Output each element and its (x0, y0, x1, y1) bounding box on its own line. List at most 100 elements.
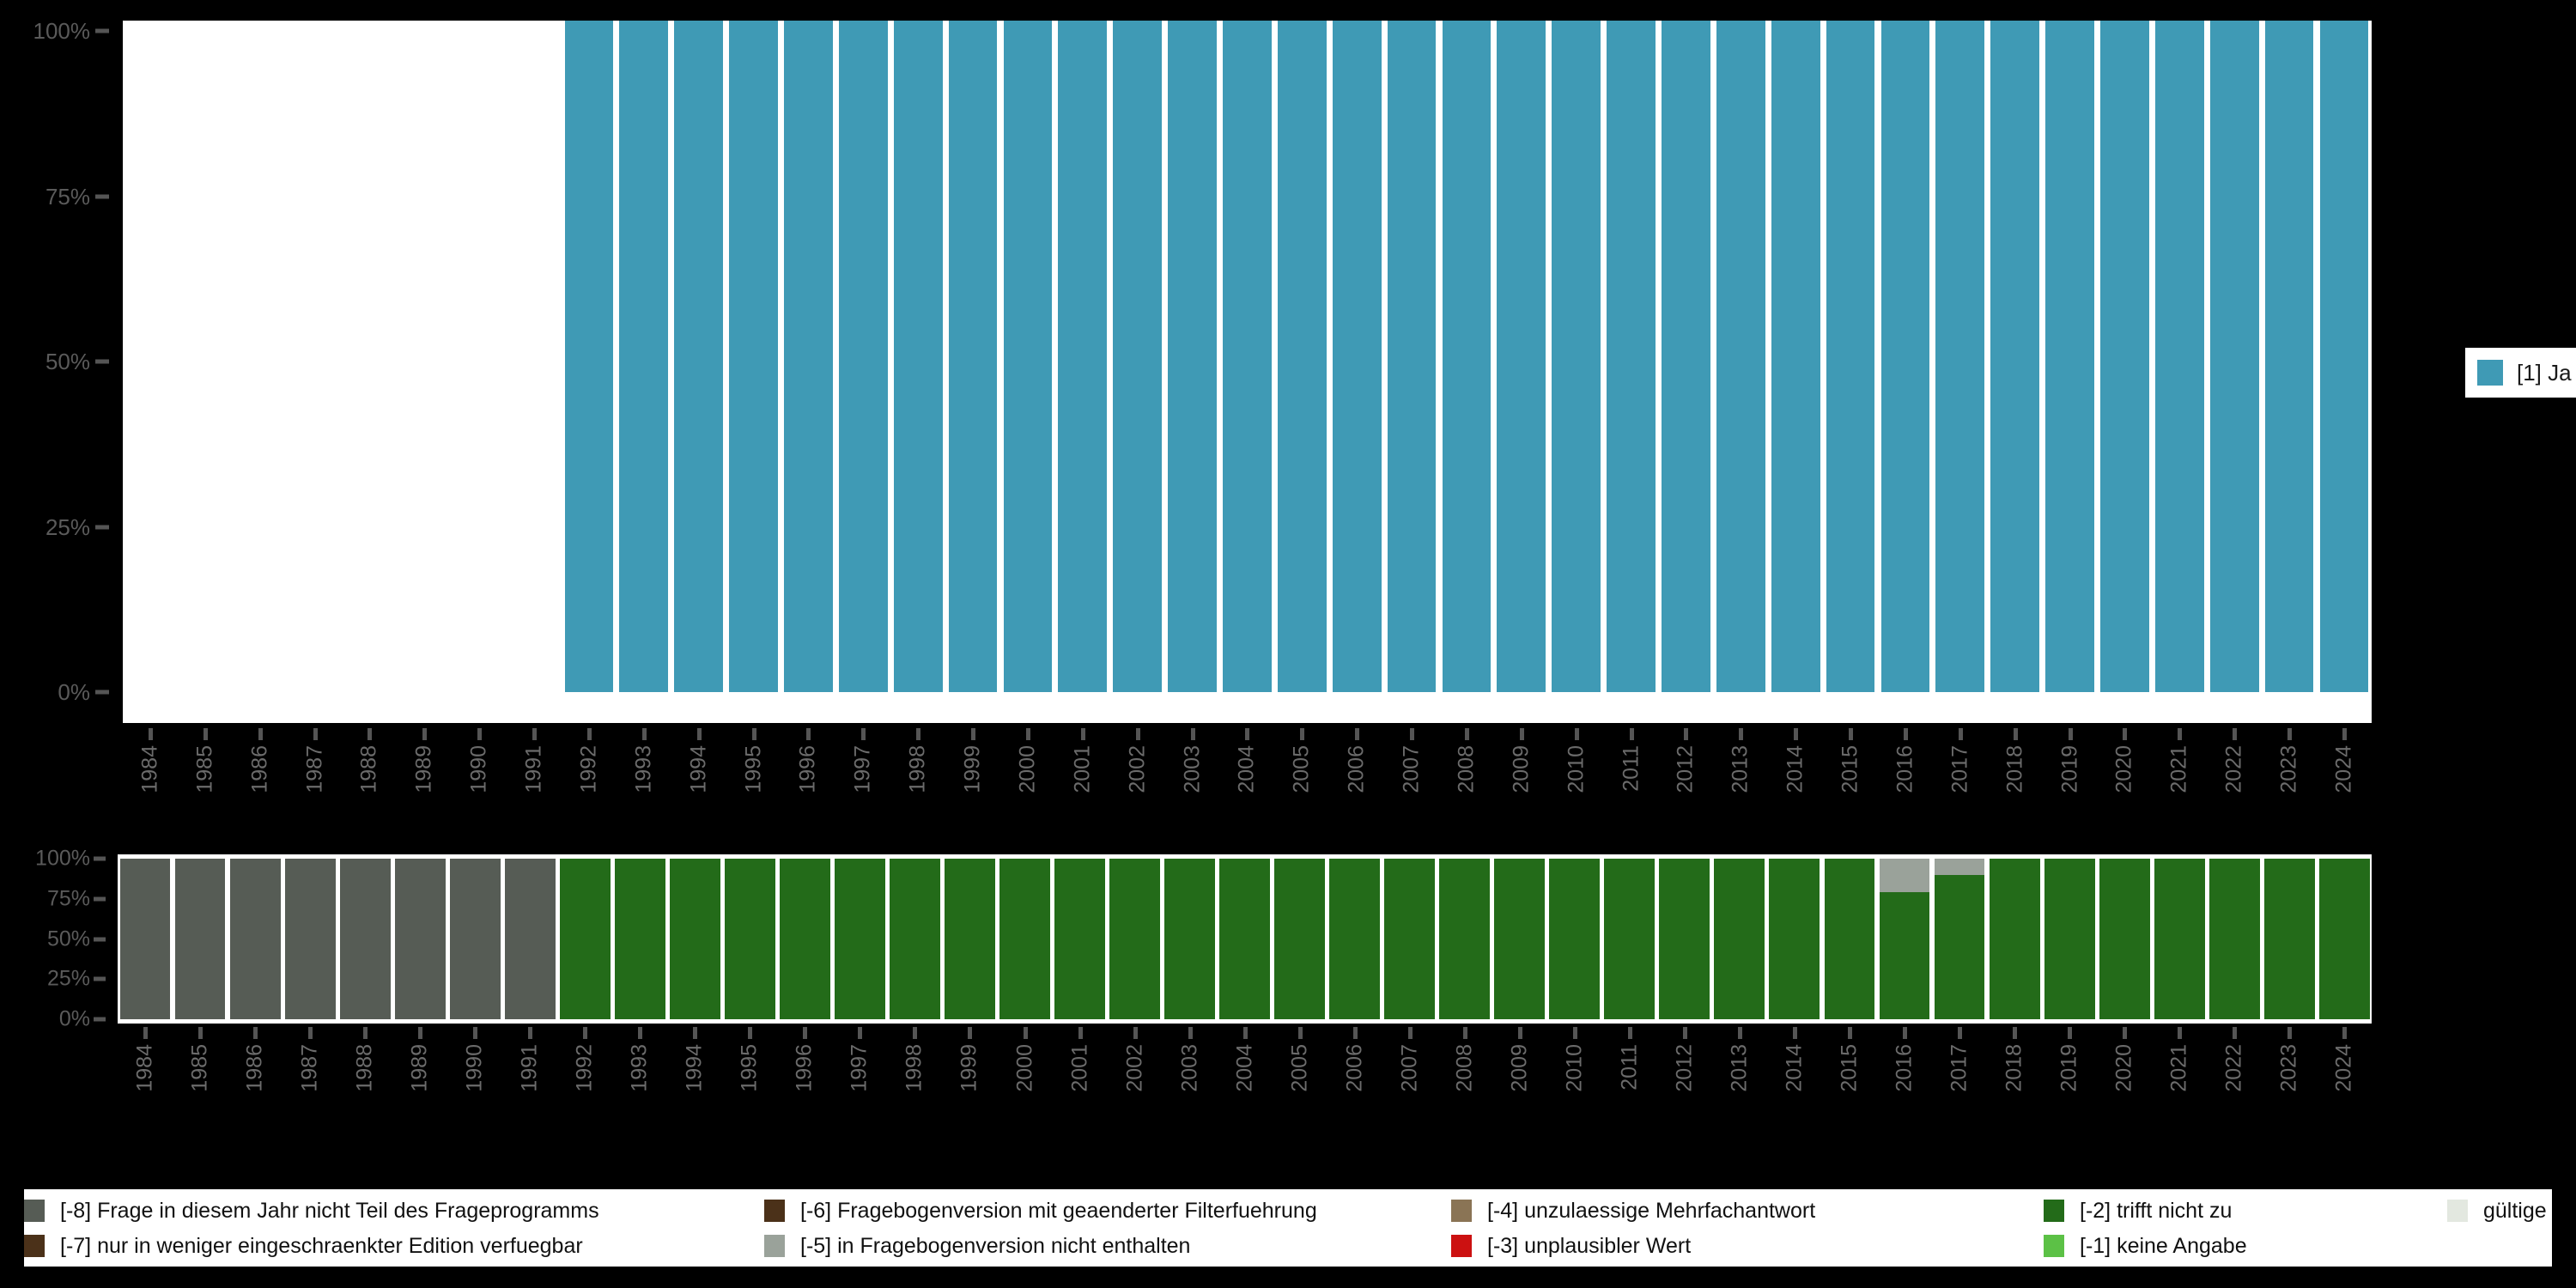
status-x-tick: 1985 (173, 1024, 228, 1140)
status-x-tick-mark (748, 1027, 753, 1039)
status-x-tick: 2015 (1822, 1024, 1877, 1140)
status-bar-column (2207, 854, 2262, 1024)
main-x-tick-mark (641, 728, 647, 740)
main-y-tick-label: 25% (45, 513, 90, 540)
main-x-tick-label: 2017 (1947, 745, 1972, 793)
status-x-tick-label: 2001 (1067, 1044, 1092, 1092)
status-x-tick-label: 1986 (242, 1044, 267, 1092)
status-x-tick-mark (583, 1027, 588, 1039)
status-x-tick-mark (2233, 1027, 2238, 1039)
main-bar-column (1000, 21, 1055, 723)
legend-item: [-8] Frage in diesem Jahr nicht Teil des… (24, 1199, 764, 1222)
status-x-tick: 2012 (1657, 1024, 1712, 1140)
main-x-axis: 1984 1985 1986 1987 1988 1989 1990 1991 1992 1993… (123, 723, 2372, 841)
legend-label: [-8] Frage in diesem Jahr nicht Teil des… (60, 1199, 599, 1222)
status-bar-segment (889, 858, 940, 1020)
status-bar-series (118, 854, 2372, 1024)
status-x-tick-label: 2007 (1397, 1044, 1422, 1092)
main-x-tick: 1993 (617, 723, 671, 841)
main-bar (1003, 21, 1053, 693)
status-x-tick: 2018 (1987, 1024, 2042, 1140)
legend-item: [-5] in Fragebogenversion nicht enthalte… (764, 1234, 1451, 1257)
status-bar-segment (1329, 858, 1381, 1020)
status-bar-column (1218, 854, 1273, 1024)
main-bar (784, 21, 833, 693)
status-x-tick-label: 1989 (407, 1044, 432, 1092)
status-x-tick-mark (143, 1027, 149, 1039)
status-bar-stack (2099, 858, 2150, 1020)
status-bar-segment (1824, 858, 1875, 1020)
main-bar (1607, 21, 1656, 693)
main-x-tick-label: 1995 (741, 745, 766, 793)
status-x-tick-mark (2178, 1027, 2183, 1039)
status-bar-segment (339, 858, 391, 1020)
main-x-tick: 1997 (835, 723, 890, 841)
main-bar (1223, 21, 1272, 693)
main-x-tick-mark (2068, 728, 2073, 740)
main-bar (2100, 21, 2149, 693)
status-x-tick-label: 2000 (1012, 1044, 1037, 1092)
status-bar-stack (174, 858, 226, 1020)
status-y-tick-mark (94, 937, 106, 941)
status-bar-stack (779, 858, 830, 1020)
status-x-tick: 2016 (1877, 1024, 1932, 1140)
status-bar-column (998, 854, 1053, 1024)
status-bar-segment (449, 858, 501, 1020)
status-bar-stack (2208, 858, 2260, 1020)
main-x-tick-mark (1300, 728, 1305, 740)
status-x-tick-mark (1847, 1027, 1852, 1039)
main-x-tick-label: 2024 (2331, 745, 2356, 793)
status-bar-stack (1824, 858, 1875, 1020)
status-x-tick-label: 2006 (1342, 1044, 1367, 1092)
main-x-tick-mark (2233, 728, 2238, 740)
main-x-tick: 2020 (2098, 723, 2153, 841)
main-x-tick: 2015 (1823, 723, 1878, 841)
main-x-tick: 2022 (2207, 723, 2262, 841)
main-bar-column (1165, 21, 1220, 723)
status-x-tick-mark (1407, 1027, 1413, 1039)
legend-label: [-3] unplausibler Wert (1487, 1234, 1692, 1257)
status-bar-stack (2044, 858, 2095, 1020)
main-x-tick-mark (368, 728, 373, 740)
status-x-tick-mark (1958, 1027, 1963, 1039)
main-x-tick-mark (1958, 728, 1963, 740)
status-bar-segment (2318, 858, 2370, 1020)
status-bar-segment (1219, 858, 1271, 1020)
main-bar (1058, 21, 1108, 693)
main-x-tick-mark (1025, 728, 1030, 740)
status-x-tick-mark (2342, 1027, 2348, 1039)
status-bar-segment (1879, 892, 1930, 1020)
status-x-tick-mark (1133, 1027, 1138, 1039)
main-x-tick-label: 1993 (631, 745, 656, 793)
status-x-tick-label: 1999 (957, 1044, 981, 1092)
status-bar-column (1163, 854, 1218, 1024)
main-bar-column (1604, 21, 1659, 723)
main-y-tick-mark (95, 194, 109, 198)
main-bar-column (452, 21, 507, 723)
status-x-tick-label: 1998 (902, 1044, 927, 1092)
legend-swatch (764, 1199, 785, 1222)
status-x-tick-mark (1737, 1027, 1742, 1039)
main-x-tick-label: 1997 (850, 745, 875, 793)
status-bar-column (2097, 854, 2152, 1024)
status-bar-segment (614, 858, 665, 1020)
status-chart-panel: 100% 75% 50% 25% 0% 1984 1985 1986 1987 1988 1989… (0, 848, 2404, 1140)
legend-swatch (24, 1234, 45, 1257)
status-x-tick-mark (858, 1027, 863, 1039)
status-x-tick: 1992 (557, 1024, 612, 1140)
status-x-tick-label: 1987 (297, 1044, 322, 1092)
status-x-tick: 1988 (337, 1024, 392, 1140)
main-x-tick-mark (696, 728, 702, 740)
legend-item: [-4] unzulaessige Mehrfachantwort (1451, 1199, 2044, 1222)
main-x-tick: 1999 (945, 723, 1000, 841)
main-bar-column (343, 21, 398, 723)
main-x-tick: 2012 (1659, 723, 1714, 841)
main-x-tick-label: 1984 (137, 745, 162, 793)
main-bar (1168, 21, 1217, 693)
legend-item: [-3] unplausibler Wert (1451, 1234, 2044, 1257)
status-x-tick: 1984 (118, 1024, 173, 1140)
status-bar-stack (1439, 858, 1491, 1020)
main-x-tick-label: 2004 (1234, 745, 1259, 793)
main-bar-column (781, 21, 836, 723)
main-bar-column (890, 21, 945, 723)
